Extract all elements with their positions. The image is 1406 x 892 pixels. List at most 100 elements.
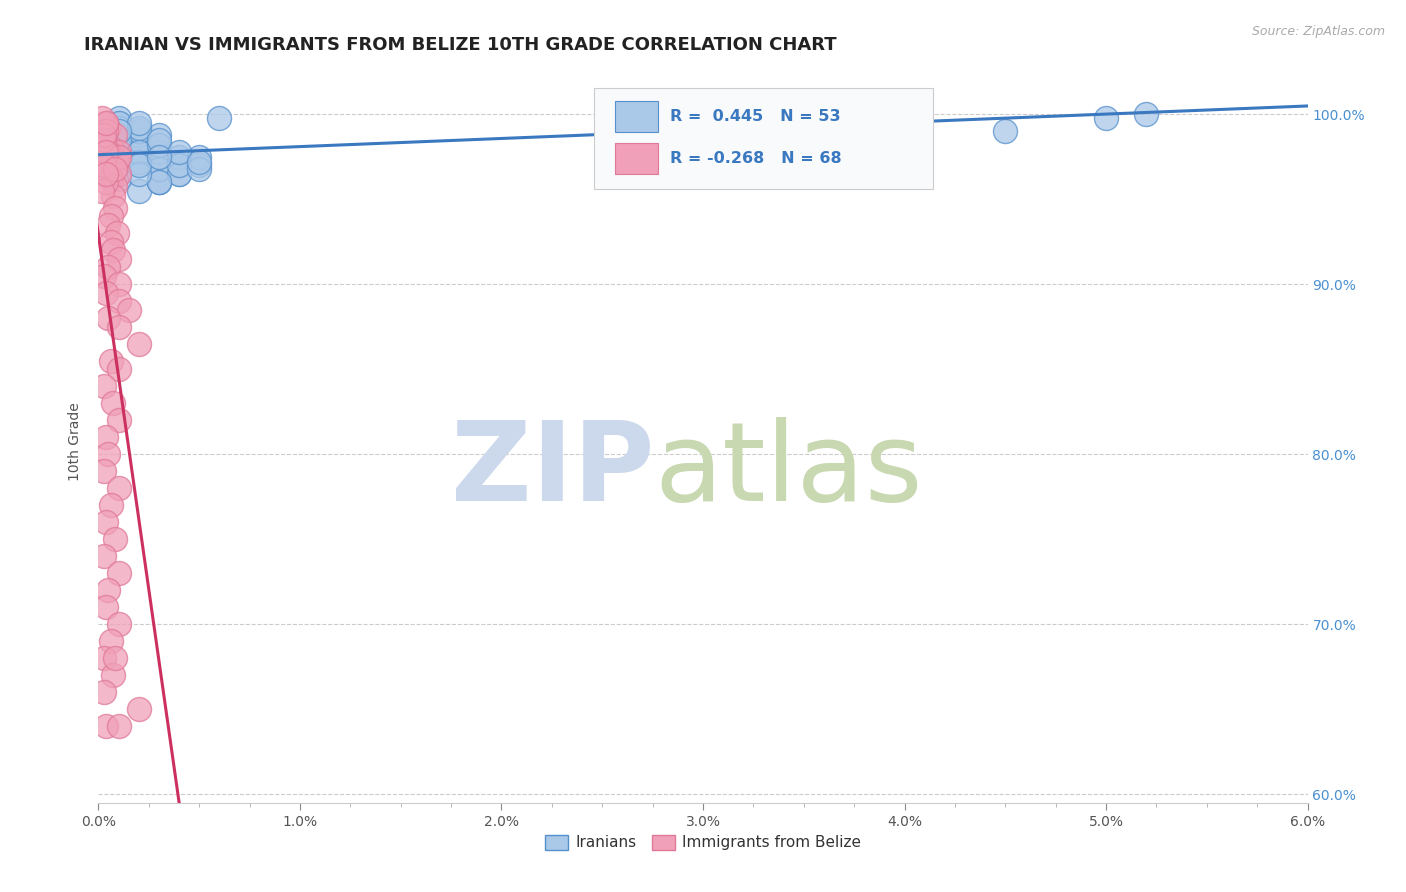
Point (96, 719, 118, 733)
Point (100, 209, 122, 223)
Point (107, 252, 129, 266)
Point (97, 583, 120, 598)
Point (107, 111, 129, 125)
Point (148, 161, 170, 176)
Point (103, 533, 125, 547)
Bar (614, 144, 658, 174)
Point (167, 145, 190, 159)
Text: R =  0.445   N = 53: R = 0.445 N = 53 (671, 109, 841, 124)
Point (148, 175, 170, 189)
Point (97, 120, 120, 135)
Point (105, 154, 128, 169)
Point (148, 137, 170, 152)
Point (101, 396, 124, 410)
Point (100, 141, 122, 155)
Point (103, 128, 125, 142)
Point (1135, 107, 1157, 121)
Point (128, 145, 150, 159)
Point (93, 128, 115, 142)
Point (97, 161, 120, 176)
Point (107, 137, 129, 152)
Point (93, 464, 115, 478)
Point (96, 116, 118, 130)
Point (96, 285, 118, 300)
Point (97, 447, 120, 461)
Point (107, 128, 129, 142)
Point (96, 124, 118, 138)
Point (93, 549, 115, 564)
Point (107, 124, 129, 138)
Point (128, 133, 150, 147)
Point (100, 235, 122, 249)
Point (107, 319, 129, 334)
Point (128, 120, 150, 135)
Point (148, 175, 170, 189)
Point (994, 124, 1017, 138)
Point (107, 116, 129, 130)
Text: Source: ZipAtlas.com: Source: ZipAtlas.com (1251, 25, 1385, 38)
Point (148, 175, 170, 189)
Point (107, 133, 129, 147)
Text: IRANIAN VS IMMIGRANTS FROM BELIZE 10TH GRADE CORRELATION CHART: IRANIAN VS IMMIGRANTS FROM BELIZE 10TH G… (84, 36, 837, 54)
Point (96, 600, 118, 615)
Point (128, 702, 150, 716)
Point (107, 617, 129, 632)
Point (107, 150, 129, 164)
Point (107, 413, 129, 427)
Point (101, 189, 124, 203)
Point (128, 145, 150, 159)
Point (148, 167, 170, 181)
Text: R = -0.268   N = 68: R = -0.268 N = 68 (671, 151, 842, 166)
Point (93, 651, 115, 665)
Point (100, 498, 122, 512)
Point (100, 172, 122, 186)
Point (96, 516, 118, 530)
Y-axis label: 10th Grade: 10th Grade (69, 402, 83, 481)
Point (101, 150, 124, 164)
Point (96, 430, 118, 444)
Point (96, 116, 118, 130)
Text: atlas: atlas (655, 417, 924, 524)
Point (1095, 111, 1118, 125)
Point (188, 154, 211, 169)
Point (128, 141, 150, 155)
Point (107, 566, 129, 581)
Point (91, 111, 114, 125)
Point (107, 120, 129, 135)
Point (128, 116, 150, 130)
Point (107, 167, 129, 181)
Point (167, 150, 190, 164)
Point (128, 158, 150, 172)
Point (97, 311, 120, 326)
Point (128, 167, 150, 181)
Point (93, 379, 115, 393)
Point (107, 719, 129, 733)
Point (93, 158, 115, 172)
Point (188, 150, 211, 164)
Point (118, 302, 141, 317)
Point (97, 145, 120, 159)
Point (128, 128, 150, 142)
Point (128, 124, 150, 138)
Point (103, 178, 125, 193)
Point (93, 158, 115, 172)
Point (100, 634, 122, 648)
Point (107, 277, 129, 292)
Point (188, 161, 211, 176)
Point (93, 685, 115, 699)
Point (97, 260, 120, 275)
Point (128, 154, 150, 169)
Point (148, 161, 170, 176)
Point (107, 150, 129, 164)
Point (93, 135, 115, 149)
Point (167, 158, 190, 172)
Point (148, 145, 170, 159)
Point (167, 167, 190, 181)
Point (93, 133, 115, 147)
Point (167, 167, 190, 181)
Point (105, 227, 128, 241)
Point (107, 481, 129, 495)
Text: ZIP: ZIP (451, 417, 655, 524)
Point (167, 158, 190, 172)
Point (148, 133, 170, 147)
